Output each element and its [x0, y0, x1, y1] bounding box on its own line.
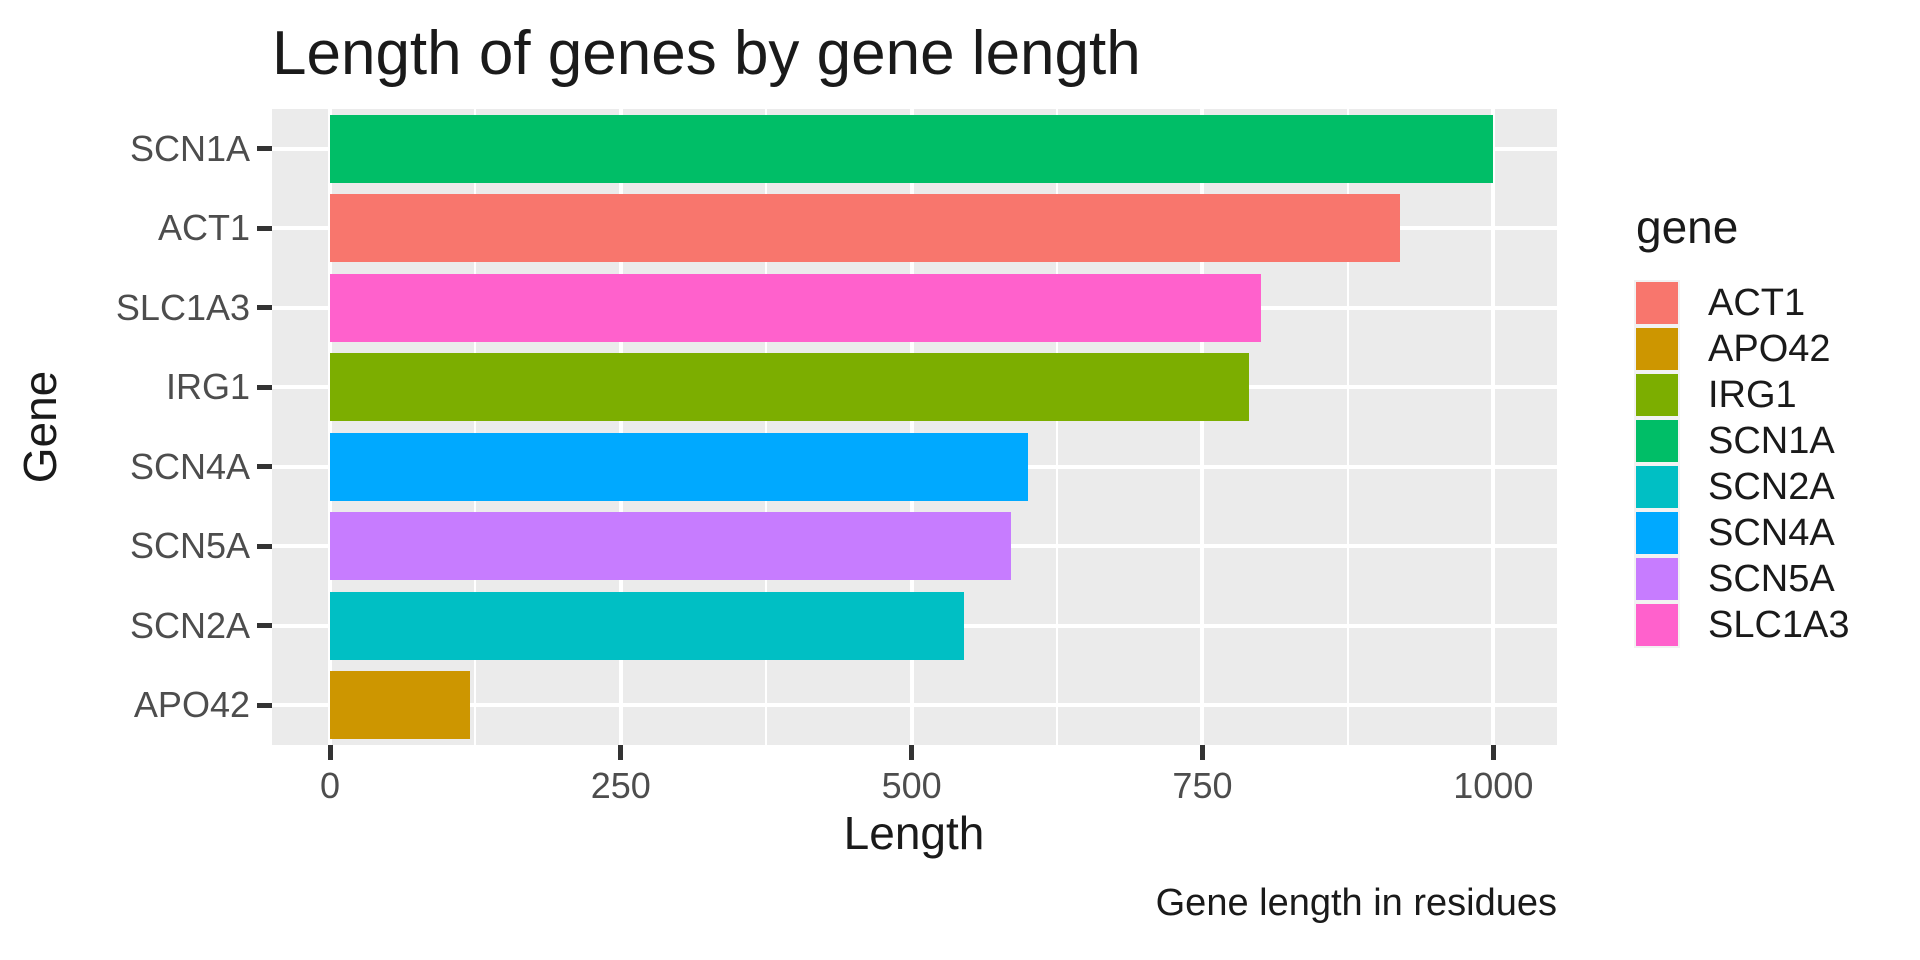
x-tick-label: 250	[590, 765, 651, 806]
chart-title: Length of genes by gene length	[272, 19, 1141, 88]
legend-key: SCN5A	[1634, 556, 1850, 602]
legend-entries: ACT1 APO42 IRG1 SCN1A SCN2A SCN4A SCN5A SLC1A3	[1634, 280, 1850, 648]
legend-key: ACT1	[1634, 280, 1850, 326]
x-tick-label: 1000	[1453, 765, 1534, 806]
gridline-major	[1491, 109, 1496, 745]
legend-swatch	[1634, 418, 1680, 464]
legend: gene ACT1 APO42 IRG1 SCN1A SCN2A SCN4A SCN5A SL…	[1634, 200, 1850, 648]
x-tick-label: 750	[1172, 765, 1233, 806]
legend-label: SCN4A	[1708, 511, 1835, 554]
gridline-major	[328, 109, 332, 745]
legend-key: SCN1A	[1634, 418, 1850, 464]
bar	[330, 194, 1401, 263]
legend-title: gene	[1636, 201, 1739, 253]
y-tick-label: SCN4A	[129, 445, 250, 487]
y-tick-label: ACT1	[157, 207, 250, 249]
legend-key: SLC1A3	[1634, 602, 1850, 648]
y-tick-mark	[257, 225, 272, 231]
legend-label: IRG1	[1708, 373, 1797, 416]
x-tick-mark	[327, 745, 333, 760]
y-tick-mark	[257, 305, 272, 311]
legend-swatch	[1634, 602, 1680, 648]
x-tick-mark	[1199, 745, 1205, 760]
legend-label: APO42	[1708, 327, 1831, 370]
legend-key: SCN4A	[1634, 510, 1850, 556]
y-tick-mark	[257, 464, 272, 470]
y-tick-mark	[257, 146, 272, 152]
legend-swatch	[1634, 372, 1680, 418]
legend-label: SLC1A3	[1708, 603, 1850, 646]
legend-label: ACT1	[1708, 281, 1806, 324]
legend-swatch	[1634, 326, 1680, 372]
legend-label: SCN2A	[1708, 465, 1835, 508]
legend-label: SCN1A	[1708, 419, 1835, 462]
bar	[330, 114, 1494, 183]
y-tick-label: APO42	[133, 684, 250, 726]
row-gridline	[272, 703, 1557, 708]
x-axis-title: Length	[843, 807, 985, 859]
y-tick-mark	[257, 543, 272, 549]
legend-label: SCN5A	[1708, 557, 1835, 600]
y-tick-label: SCN1A	[129, 127, 250, 169]
y-tick-mark	[257, 702, 272, 708]
bar	[330, 353, 1249, 422]
gridline-minor	[1346, 109, 1349, 745]
x-tick-label: 0	[319, 765, 341, 806]
bar	[330, 273, 1261, 342]
y-tick-label: IRG1	[165, 366, 250, 408]
bar	[330, 671, 470, 740]
y-tick-label: SCN5A	[129, 525, 250, 567]
bar	[330, 432, 1028, 501]
x-tick-mark	[909, 745, 915, 760]
gridline-major	[1200, 109, 1205, 745]
legend-swatch	[1634, 556, 1680, 602]
legend-swatch	[1634, 464, 1680, 510]
gridline-major	[618, 109, 623, 745]
legend-key: SCN2A	[1634, 464, 1850, 510]
gridline-minor	[765, 109, 768, 745]
y-tick-mark	[257, 384, 272, 390]
gridline-major	[909, 109, 914, 745]
bar	[330, 512, 1011, 581]
x-tick-mark	[1490, 745, 1496, 760]
bar	[330, 591, 964, 660]
chart-caption: Gene length in residues	[1155, 882, 1557, 924]
y-tick-label: SCN2A	[129, 604, 250, 646]
legend-swatch	[1634, 510, 1680, 556]
gridline-minor	[474, 109, 477, 745]
legend-swatch	[1634, 280, 1680, 326]
legend-key: APO42	[1634, 326, 1850, 372]
gridline-minor	[1056, 109, 1059, 745]
x-tick-label: 500	[881, 765, 942, 806]
plot-panel	[272, 109, 1557, 745]
x-tick-mark	[618, 745, 624, 760]
y-tick-label: SLC1A3	[115, 286, 250, 328]
y-tick-mark	[257, 623, 272, 629]
legend-key: IRG1	[1634, 372, 1850, 418]
